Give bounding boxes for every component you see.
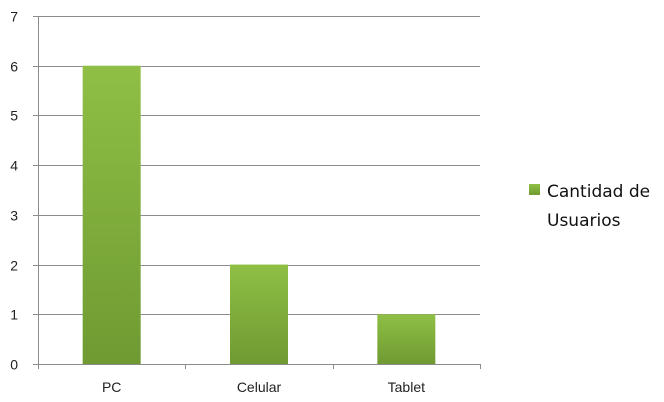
legend-label-line-2: Usuarios <box>547 211 621 231</box>
legend-swatch-cantidad-de-usuarios <box>529 184 540 195</box>
x-tick-label-pc: PC <box>102 379 121 395</box>
bar-pc <box>82 65 141 364</box>
bars <box>82 65 436 364</box>
y-tick-label-7: 7 <box>10 9 18 25</box>
y-tick-label-6: 6 <box>10 59 18 75</box>
y-tick-label-2: 2 <box>10 258 18 274</box>
x-tick-label-tablet: Tablet <box>388 379 425 395</box>
bar-tablet <box>377 314 436 364</box>
x-tick-label-celular: Celular <box>237 379 282 395</box>
tick-labels: 0 1 2 3 4 5 6 7 PC Celular Tablet <box>10 9 425 396</box>
axes <box>33 16 481 369</box>
y-tick-label-0: 0 <box>10 357 18 373</box>
bar-celular <box>230 264 288 364</box>
y-tick-label-1: 1 <box>10 307 18 323</box>
y-tick-label-3: 3 <box>10 208 18 224</box>
y-tick-label-5: 5 <box>10 108 18 124</box>
y-tick-label-4: 4 <box>10 158 18 174</box>
legend-label-line-1: Cantidad de <box>547 182 650 202</box>
legend: Cantidad de Usuarios <box>529 182 650 231</box>
